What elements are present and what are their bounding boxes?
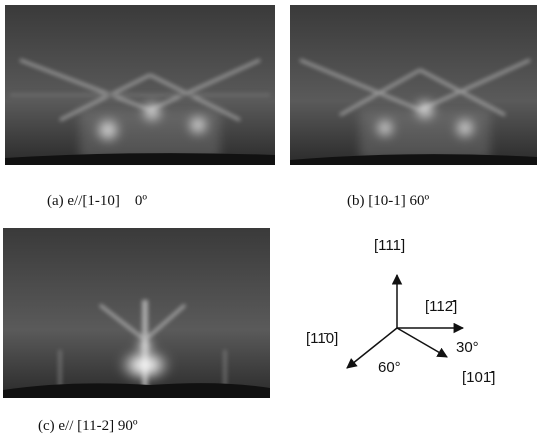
angle-label: 30° — [456, 339, 479, 356]
axis-label: [11̄0] — [306, 330, 338, 347]
axis-label: [101̄] — [462, 369, 495, 386]
axis-arrow — [396, 327, 448, 358]
orientation-diagram — [346, 273, 465, 369]
axis-label: [112̄] — [425, 298, 457, 315]
rheed-image-b — [290, 5, 537, 165]
caption-c: (c) e// [11-2] 90º — [38, 418, 138, 434]
caption-a: (a) e//[1-10] 0º — [47, 193, 147, 209]
axis-arrow — [346, 327, 398, 369]
rheed-image-c — [3, 228, 270, 398]
caption-b: (b) [10-1] 60º — [347, 193, 429, 209]
axis-label: [111] — [374, 237, 405, 254]
angle-label: 60° — [378, 359, 401, 376]
rheed-image-a — [5, 5, 275, 165]
